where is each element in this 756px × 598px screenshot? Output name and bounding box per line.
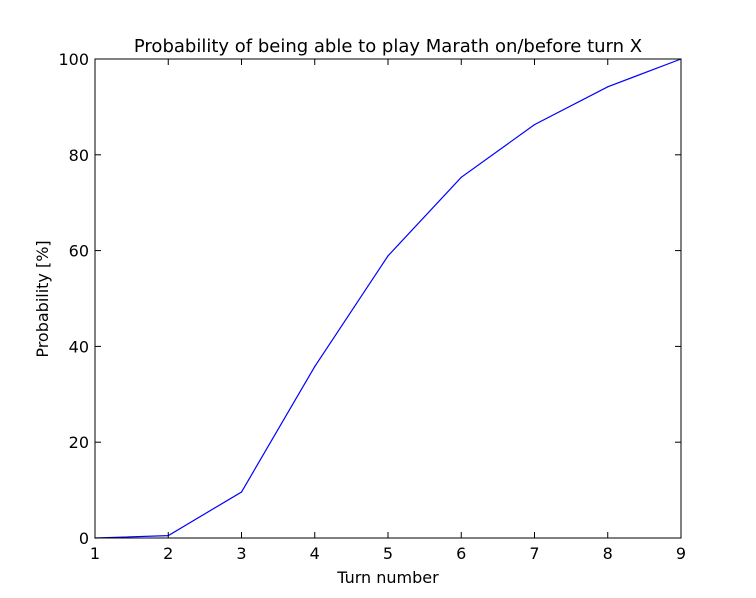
- y-axis-label: Probability [%]: [33, 240, 52, 357]
- data-point: [314, 365, 316, 368]
- series-layer: [94, 58, 682, 539]
- x-tick-label: 9: [676, 544, 686, 563]
- y-tick-label: 0: [79, 529, 89, 548]
- x-tick-label: 7: [529, 544, 539, 563]
- x-axis-label: Turn number: [336, 568, 439, 587]
- x-tick-label: 6: [456, 544, 466, 563]
- x-ticks: 1 2 3 4 5 6 7 8 9: [90, 59, 686, 563]
- x-tick-label: 3: [236, 544, 246, 563]
- x-tick-label: 4: [310, 544, 320, 563]
- y-tick-label: 20: [69, 433, 89, 452]
- plot-background: [95, 59, 681, 538]
- y-tick-label: 60: [69, 242, 89, 261]
- y-ticks: 0 20 40 60 80 100: [58, 50, 681, 548]
- data-point: [240, 491, 243, 493]
- x-tick-label: 8: [603, 544, 613, 563]
- x-tick-label: 5: [383, 544, 393, 563]
- chart-title: Probability of being able to play Marath…: [134, 36, 642, 57]
- y-tick-label: 80: [69, 146, 89, 165]
- data-point: [387, 255, 389, 257]
- data-point: [460, 176, 462, 178]
- y-tick-label: 100: [58, 50, 89, 69]
- data-point: [607, 86, 609, 88]
- x-tick-label: 2: [163, 544, 173, 563]
- y-tick-label: 40: [69, 337, 89, 356]
- x-tick-label: 1: [90, 544, 100, 563]
- data-point: [533, 124, 536, 126]
